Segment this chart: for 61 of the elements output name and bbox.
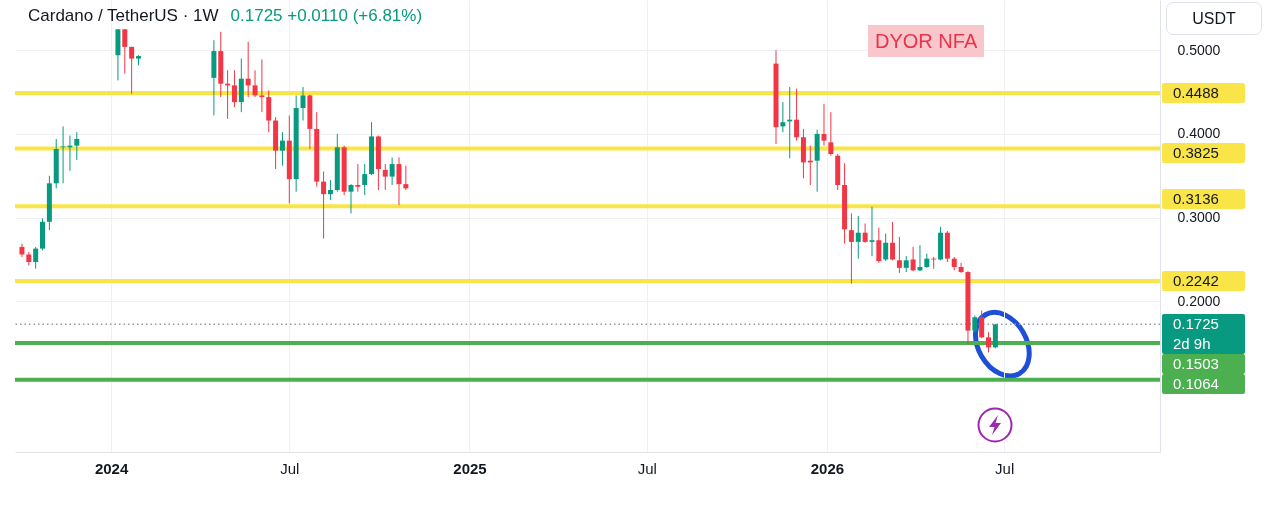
ref-line-label: 0.1503 <box>1173 354 1219 375</box>
candlestick <box>355 163 361 193</box>
candlestick <box>869 206 875 257</box>
candlestick <box>19 243 25 258</box>
x-tick-label: 2024 <box>94 459 129 477</box>
candlestick <box>321 171 327 240</box>
candlestick <box>74 131 80 161</box>
candlestick <box>266 89 272 133</box>
y-tick-label: 0.5000 <box>1177 41 1221 58</box>
candlestick <box>890 221 896 261</box>
candlestick <box>245 41 251 98</box>
candlestick <box>252 69 258 98</box>
ref-line-label: 0.3825 <box>1173 142 1219 163</box>
text: 2d 9h <box>1173 334 1211 355</box>
candlestick <box>794 88 800 142</box>
candlestick <box>348 183 354 214</box>
candlestick <box>33 246 39 270</box>
candlestick <box>259 58 265 113</box>
y-tick-label: 0.4000 <box>1177 125 1221 142</box>
chart-subtitle: 0.1725 +0.0110 (+6.81%) <box>230 6 423 25</box>
candlestick <box>883 233 889 262</box>
chart-title: Cardano / TetherUS · 1W <box>28 6 219 25</box>
candlestick <box>958 262 964 274</box>
candlestick <box>389 156 395 186</box>
candlestick <box>896 236 902 274</box>
ref-line-label: 0.2242 <box>1173 271 1219 292</box>
candlestick <box>979 310 985 339</box>
candlestick <box>362 163 368 196</box>
candlestick <box>403 165 409 191</box>
candlestick <box>396 156 402 206</box>
ref-line-label: 0.1064 <box>1173 374 1219 395</box>
candlestick <box>780 101 786 133</box>
candlestick <box>122 28 128 75</box>
annotation: DYOR NFA <box>875 30 978 52</box>
candlestick <box>876 227 882 264</box>
x-tick-label: 2026 <box>810 459 845 477</box>
candlestick <box>129 46 135 95</box>
candlestick <box>279 131 285 167</box>
candlestick <box>828 111 834 157</box>
y-tick-label: 0.2000 <box>1177 292 1221 309</box>
x-tick-label: Jul <box>995 459 1015 477</box>
candlestick <box>986 331 992 353</box>
y-axis-title: USDT <box>1192 9 1236 29</box>
candlestick <box>821 103 827 147</box>
candlestick <box>848 212 854 285</box>
candlestick <box>855 215 861 260</box>
candlestick <box>910 246 916 272</box>
ref-line-label: 0.1725 <box>1173 314 1219 335</box>
x-tick-label: Jul <box>637 459 657 477</box>
candlestick <box>231 69 237 108</box>
x-tick-label: 2025 <box>453 459 487 477</box>
candlestick <box>300 86 306 122</box>
candlestick <box>862 222 868 244</box>
candlestick <box>382 163 388 191</box>
x-tick-label: Jul <box>280 459 300 477</box>
candlestick <box>992 323 998 349</box>
ref-line-label: 0.4488 <box>1173 83 1219 104</box>
candlestick <box>327 179 333 201</box>
ref-line-label: 0.3136 <box>1173 188 1219 209</box>
y-tick-label: 0.3000 <box>1177 209 1221 226</box>
candlestick <box>238 58 244 113</box>
